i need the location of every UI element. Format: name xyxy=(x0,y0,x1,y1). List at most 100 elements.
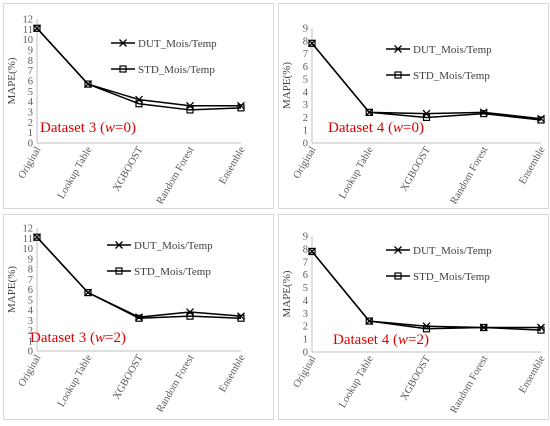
annotation-variable: w xyxy=(105,120,115,136)
data-point-square xyxy=(84,80,92,88)
legend-marker-x xyxy=(394,246,402,254)
y-tick-label: 9 xyxy=(303,24,308,35)
legend: DUT_Mois/Temp STD_Mois/Temp xyxy=(107,240,213,278)
data-point-square xyxy=(308,39,316,47)
y-tick-label: 7 xyxy=(303,49,308,60)
data-point-square xyxy=(365,108,373,116)
series-std xyxy=(33,233,245,322)
legend-marker-x xyxy=(115,241,123,249)
data-point-square xyxy=(237,314,245,322)
annotation-suffix: =0) xyxy=(403,120,424,136)
y-tick-label: 12 xyxy=(23,224,34,235)
data-point-square xyxy=(135,100,143,108)
y-tick-label: 11 xyxy=(23,234,33,245)
legend-label: STD_Mois/Temp xyxy=(134,266,211,278)
y-tick-label: 6 xyxy=(303,270,308,281)
y-tick-label: 5 xyxy=(303,75,308,86)
dataset-annotation: Dataset 3 (w=2) xyxy=(30,330,126,346)
legend-label: DUT_Mois/Temp xyxy=(413,245,492,257)
y-tick-label: 1 xyxy=(28,128,33,139)
y-tick-label: 9 xyxy=(303,232,308,243)
y-tick-label: 8 xyxy=(303,36,308,47)
dataset-annotation: Dataset 4 (w=0) xyxy=(328,120,424,136)
data-point-square xyxy=(308,247,316,256)
legend-label: STD_Mois/Temp xyxy=(138,64,215,76)
y-axis-label: MAPE(%) xyxy=(6,57,18,104)
y-tick-label: 4 xyxy=(28,97,34,108)
annotation-variable: w xyxy=(398,332,408,348)
legend-label: DUT_Mois/Temp xyxy=(138,38,217,50)
annotation-prefix: Dataset 4 ( xyxy=(328,120,393,136)
y-tick-label: 1 xyxy=(303,335,308,346)
y-tick-label: 10 xyxy=(23,35,34,46)
data-point-square xyxy=(537,116,545,124)
y-tick-label: 11 xyxy=(23,25,33,36)
data-point-x xyxy=(135,95,143,104)
y-tick-label: 0 xyxy=(303,348,308,359)
dataset-annotation: Dataset 4 (w=2) xyxy=(333,332,429,348)
series-line xyxy=(36,236,242,319)
data-point-square xyxy=(186,312,194,320)
y-tick-label: 2 xyxy=(28,326,33,337)
data-point-square xyxy=(33,24,41,32)
series-std xyxy=(308,39,545,124)
legend-marker-x xyxy=(394,45,402,53)
data-point-square xyxy=(33,233,41,241)
y-tick-label: 9 xyxy=(28,254,33,265)
series-line xyxy=(36,27,242,111)
y-tick-label: 10 xyxy=(23,244,34,255)
y-tick-label: 6 xyxy=(28,285,33,296)
legend: DUT_Mois/Temp STD_Mois/Temp xyxy=(386,245,492,283)
series-line xyxy=(311,250,542,331)
legend-label: STD_Mois/Temp xyxy=(413,271,490,283)
data-point-x xyxy=(479,108,488,117)
data-point-square xyxy=(537,326,545,334)
legend-marker-square xyxy=(115,267,123,275)
data-point-square xyxy=(480,323,488,332)
y-tick-label: 2 xyxy=(28,118,33,129)
y-tick-label: 8 xyxy=(303,244,308,255)
y-tick-label: 3 xyxy=(28,316,33,327)
data-point-square xyxy=(365,317,373,325)
y-tick-label: 7 xyxy=(28,66,33,77)
y-tick-label: 8 xyxy=(28,56,33,67)
legend-marker-square xyxy=(394,272,402,280)
y-tick-label: 4 xyxy=(303,296,309,307)
y-tick-label: 7 xyxy=(303,257,308,268)
data-point-square xyxy=(84,288,92,297)
y-tick-label: 3 xyxy=(28,108,33,119)
data-point-x xyxy=(186,101,194,110)
y-tick-label: 0 xyxy=(28,347,33,358)
series-std xyxy=(33,24,245,114)
y-tick-label: 5 xyxy=(28,87,33,98)
data-point-x xyxy=(422,109,431,118)
data-point-x xyxy=(186,308,194,317)
legend: DUT_Mois/Temp STD_Mois/Temp xyxy=(111,38,217,76)
annotation-prefix: Dataset 4 ( xyxy=(333,332,398,348)
annotation-variable: w xyxy=(393,120,403,136)
data-point-square xyxy=(135,314,143,322)
y-tick-label: 1 xyxy=(28,336,33,347)
legend-marker-square xyxy=(119,65,127,73)
series-line xyxy=(311,42,542,121)
legend-label: STD_Mois/Temp xyxy=(413,70,490,82)
annotation-suffix: =2) xyxy=(408,332,429,348)
data-point-square xyxy=(186,106,194,114)
y-tick-label: 2 xyxy=(303,113,308,124)
data-point-square xyxy=(237,104,245,112)
legend: DUT_Mois/Temp STD_Mois/Temp xyxy=(386,44,492,82)
y-tick-label: 1 xyxy=(303,126,308,137)
dataset-annotation: Dataset 3 (w=0) xyxy=(40,120,136,136)
y-tick-label: 6 xyxy=(28,77,33,88)
y-tick-label: 0 xyxy=(28,139,33,150)
y-tick-label: 0 xyxy=(303,139,308,150)
series-std xyxy=(308,247,545,334)
y-axis-label: MAPE(%) xyxy=(281,62,293,109)
legend-label: DUT_Mois/Temp xyxy=(413,44,492,56)
y-tick-label: 2 xyxy=(303,322,308,333)
y-tick-label: 6 xyxy=(303,62,308,73)
